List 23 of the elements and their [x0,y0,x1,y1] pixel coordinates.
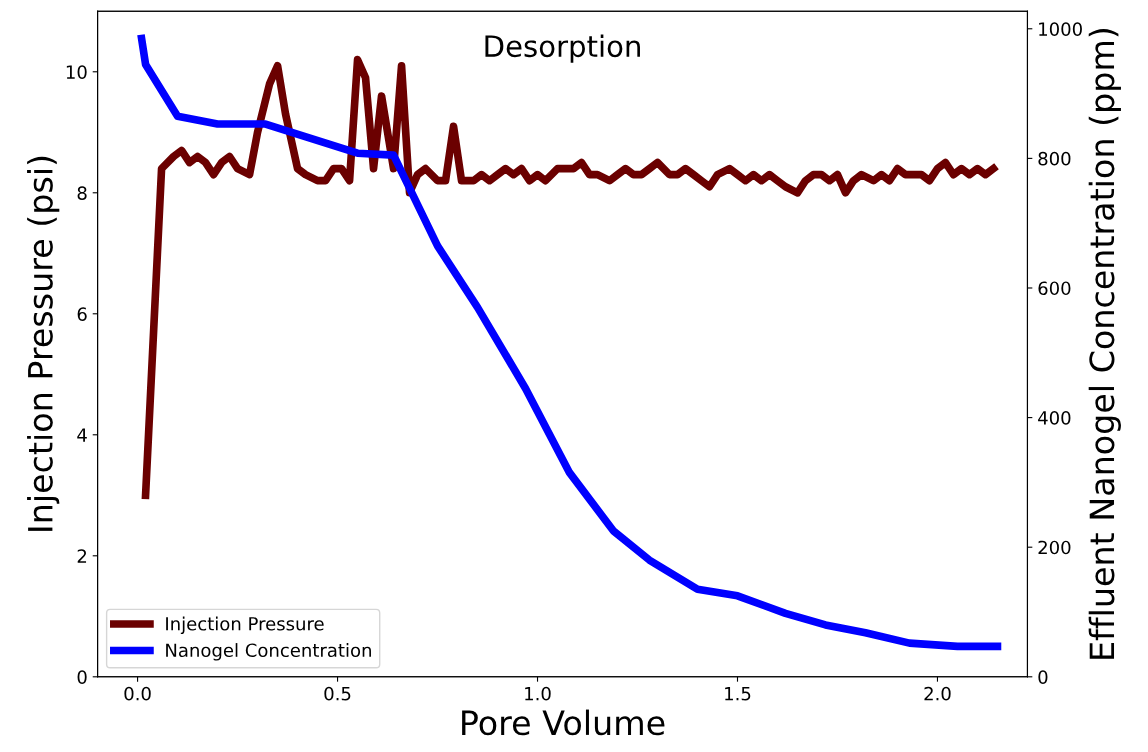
y-tick-label: 0 [77,670,87,684]
x-tick-label: 1.0 [525,686,551,701]
y2-tick-label: 600 [1038,281,1071,296]
y2-tick-label: 1000 [1039,22,1082,36]
x-tick-label: 0.5 [324,686,351,701]
y-axis-title: Injection Pressure (psi) [27,156,60,531]
y-tick-label: 4 [77,428,87,442]
y2-tick-label: 200 [1038,540,1071,555]
y-tick-label: 2 [77,549,87,563]
y-tick-label: 8 [77,186,87,200]
y2-tick-label: 800 [1038,151,1071,166]
text: Desorption [485,34,640,63]
x-axis-title: Pore Volume [462,709,665,736]
y-tick-label: 10 [66,65,87,79]
x-tick-label: 1.5 [725,687,751,701]
y2-tick-label: 0 [1038,670,1048,684]
y2-axis-title: Effluent Nanogel Concentration (ppm) [1088,28,1121,659]
legend-label: Nanogel Concentration [166,643,371,661]
legend-label: Injection Pressure [166,616,324,635]
y-tick-label: 6 [77,307,87,321]
y2-tick-label: 400 [1038,411,1071,425]
x-tick-label: 2.0 [924,686,951,701]
x-tick-label: 0.0 [124,686,151,701]
